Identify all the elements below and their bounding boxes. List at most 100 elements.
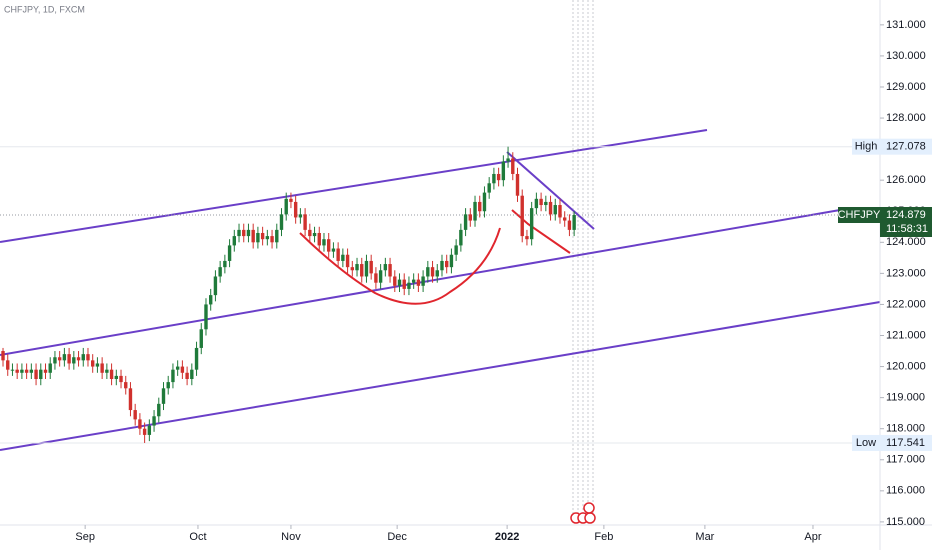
candle-body [256,232,260,243]
candle-body [506,158,510,162]
candle-body [246,229,251,237]
candle-body [364,260,369,277]
y-tick-label: 122.000 [886,298,926,310]
candle-body [227,245,232,261]
candle-body [416,279,421,286]
candle-body [435,270,439,277]
candle-body [190,369,194,379]
candle-body [336,248,340,261]
candle-body [29,369,34,373]
y-tick-label: 129.000 [886,81,926,93]
candle-body [322,239,326,246]
candle-body [426,267,430,277]
y-tick-label: 119.000 [886,392,925,404]
candle-body [237,229,241,237]
candle-body [72,357,76,364]
candles [1,146,576,443]
candle-body [194,347,199,370]
candle-body [397,279,402,286]
candle-body [124,382,128,389]
candle-body [459,229,463,246]
candle-body [520,195,524,237]
y-tick-label: 130.000 [886,50,926,62]
candle-body [53,357,57,364]
y-tick-label: 117.000 [886,454,925,466]
low-value-bg [880,434,932,451]
candle-body [6,360,10,370]
candle-body [463,214,468,230]
candle-body [270,236,274,243]
chart-title: CHFJPY, 1D, FXCM [4,4,85,14]
candle-body [407,282,411,289]
candle-body [317,232,321,246]
vertical-markers [572,0,594,520]
candle-body [213,276,218,296]
candle-body [86,354,90,361]
candle-body [350,267,355,271]
candle-body [152,416,156,426]
candle-body [411,279,416,283]
candle-body [95,363,100,367]
candle-body [260,232,265,240]
high-tag: High [855,141,878,153]
candle-body [218,267,222,277]
symbol-tag: CHFJPY [838,209,881,221]
candle-body [355,264,359,271]
x-tick-label: Dec [387,531,407,543]
candle-body [119,375,123,383]
candle-body [147,425,152,435]
low-tag: Low [856,437,876,449]
candle-body [62,354,67,361]
candle-body [298,214,303,218]
candle-body [157,403,161,417]
candle-body [360,264,364,277]
candle-body [468,214,473,221]
drawings [0,0,881,524]
candle-body [67,354,71,364]
candle-body [496,173,501,181]
candle-body [303,214,307,230]
candle-body [232,236,237,246]
candle-body [393,276,397,286]
candle-body [57,357,62,361]
candle-body [430,267,435,277]
candle-body [341,254,345,261]
candle-body [572,215,576,230]
trend-line [506,151,595,230]
last-value-bg [880,207,932,238]
candle-body [76,357,81,361]
candle-body [166,382,170,389]
candle-body [48,363,52,373]
candle-body [449,254,454,268]
candle-body [534,198,539,209]
candle-body [223,260,227,268]
candle-body [142,428,147,435]
high-value: 127.078 [886,141,926,153]
candle-body [331,248,336,252]
candle-body [369,260,373,274]
y-tick-label: 123.000 [886,267,926,279]
y-tick-label: 124.000 [886,236,926,248]
candle-body [515,173,520,196]
candle-body [171,369,175,383]
candle-body [454,245,458,255]
last-value: 124.879 [886,209,926,221]
high-value-bg [880,138,932,155]
candle-body [242,229,246,237]
candle-body [128,388,133,411]
x-tick-label: Mar [695,531,714,543]
candle-body [251,229,255,243]
y-tick-label: 120.000 [886,360,926,372]
y-tick-label: 131.000 [886,19,926,31]
candle-body [279,214,284,230]
channel-bottom [0,301,881,451]
candle-body [345,254,350,268]
candle-body [81,354,85,361]
y-tick-label: 128.000 [886,112,926,124]
candle-body [185,372,189,379]
candle-body [478,201,482,212]
candle-body [553,205,557,215]
candle-body [284,198,288,215]
candle-body [402,279,406,289]
